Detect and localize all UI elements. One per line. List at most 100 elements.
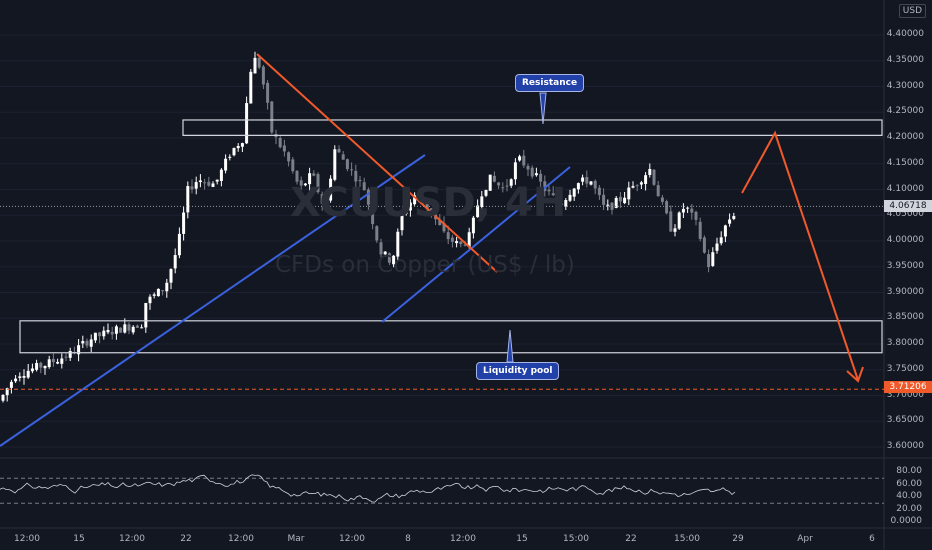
candle-body: [593, 180, 597, 189]
liquidity-price-tag: 3.71206: [884, 381, 932, 393]
candle-body: [366, 189, 370, 205]
price-tick-label: 4.10000: [886, 183, 924, 194]
candle-body: [404, 210, 408, 214]
candle-body: [345, 159, 349, 170]
price-tick-label: 4.00000: [886, 235, 924, 245]
candle-body: [320, 193, 324, 204]
candle-body: [127, 324, 131, 331]
candle-body: [585, 176, 589, 184]
candle-body: [526, 165, 530, 170]
candle-body: [551, 193, 555, 196]
candle-body: [152, 294, 156, 296]
price-tick-label: 3.85000: [886, 312, 924, 323]
candle-body: [39, 362, 43, 368]
candle-body: [194, 182, 198, 189]
price-tick-label: 4.40000: [886, 29, 924, 39]
candle-body: [450, 237, 454, 242]
candle-body: [198, 180, 202, 183]
projection-arrowhead: [846, 366, 864, 383]
candle-body: [639, 182, 643, 185]
downtrend-line: [256, 53, 498, 273]
candle-body: [9, 381, 13, 388]
candle-body: [497, 182, 501, 186]
candle-body: [169, 269, 173, 283]
price-tick-label: 4.15000: [886, 157, 924, 168]
candle-body: [413, 195, 417, 205]
candle-body: [492, 175, 496, 182]
candle-body: [728, 219, 732, 224]
candle-body: [652, 169, 656, 185]
candle-body: [156, 288, 160, 297]
price-tick-label: 3.95000: [886, 260, 924, 271]
time-tick-label: 22: [625, 534, 637, 544]
candle-body: [14, 378, 18, 382]
candle-body: [316, 174, 320, 193]
price-tick-label: 3.70000: [886, 389, 924, 400]
candle-body: [186, 186, 190, 213]
time-tick-label: 15:00: [563, 534, 589, 544]
candle-body: [375, 226, 379, 241]
time-tick-label: 12:00: [450, 534, 476, 544]
candle-body: [89, 339, 93, 347]
candle-body: [110, 331, 114, 335]
candle-body: [711, 252, 715, 266]
price-tick-label: 4.30000: [886, 80, 924, 91]
candle-body: [261, 66, 265, 85]
candle-body: [312, 173, 316, 176]
candle-body: [656, 185, 660, 197]
candle-body: [408, 202, 412, 211]
candle-body: [64, 356, 68, 358]
candle-body: [673, 228, 677, 232]
candle-body: [488, 174, 492, 191]
candle-body: [442, 223, 446, 232]
candle-body: [161, 290, 165, 292]
time-tick-label: 15:00: [674, 534, 700, 544]
candle-body: [303, 183, 307, 186]
candle-body: [421, 198, 425, 204]
candle-body: [333, 149, 337, 180]
candle-body: [501, 187, 505, 189]
candle-body: [606, 204, 610, 206]
lower-channel-line: [381, 166, 571, 323]
candle-body: [93, 332, 97, 341]
candle-body: [589, 181, 593, 185]
candle-body: [337, 148, 341, 153]
liquidity-pool-callout[interactable]: Liquidity pool: [476, 362, 560, 380]
candle-body: [463, 244, 467, 246]
candle-body: [564, 200, 568, 207]
currency-selector[interactable]: USD: [898, 4, 926, 18]
candle-body: [455, 241, 459, 244]
candle-body: [215, 179, 219, 182]
candle-body: [732, 216, 736, 219]
candle-body: [51, 358, 55, 363]
candle-body: [660, 197, 664, 202]
time-tick-label: 15: [516, 534, 528, 544]
candle-body: [135, 325, 139, 328]
candle-body: [207, 181, 211, 186]
candle-body: [686, 207, 690, 209]
candle-body: [467, 232, 471, 247]
rsi-tick-label: 60.00: [896, 478, 922, 489]
resistance-callout[interactable]: Resistance: [515, 74, 585, 92]
candle-body: [518, 156, 522, 161]
candle-body: [47, 359, 51, 368]
candle-body: [387, 253, 391, 263]
price-tick-label: 4.35000: [886, 54, 924, 65]
candle-body: [715, 243, 719, 251]
candle-body: [698, 221, 702, 239]
candle-body: [690, 208, 694, 213]
candle-body: [114, 326, 118, 334]
candle-body: [35, 362, 39, 370]
candle-body: [18, 376, 22, 378]
candle-body: [522, 155, 526, 166]
candle-body: [417, 194, 421, 197]
candle-body: [623, 197, 627, 204]
time-tick-label: 12:00: [228, 534, 254, 544]
time-tick-label: 12:00: [339, 534, 365, 544]
candle-body: [144, 302, 148, 328]
candle-body: [211, 183, 215, 187]
liquidity-pointer: [506, 329, 514, 363]
candle-body: [77, 345, 81, 355]
candle-body: [362, 182, 366, 191]
